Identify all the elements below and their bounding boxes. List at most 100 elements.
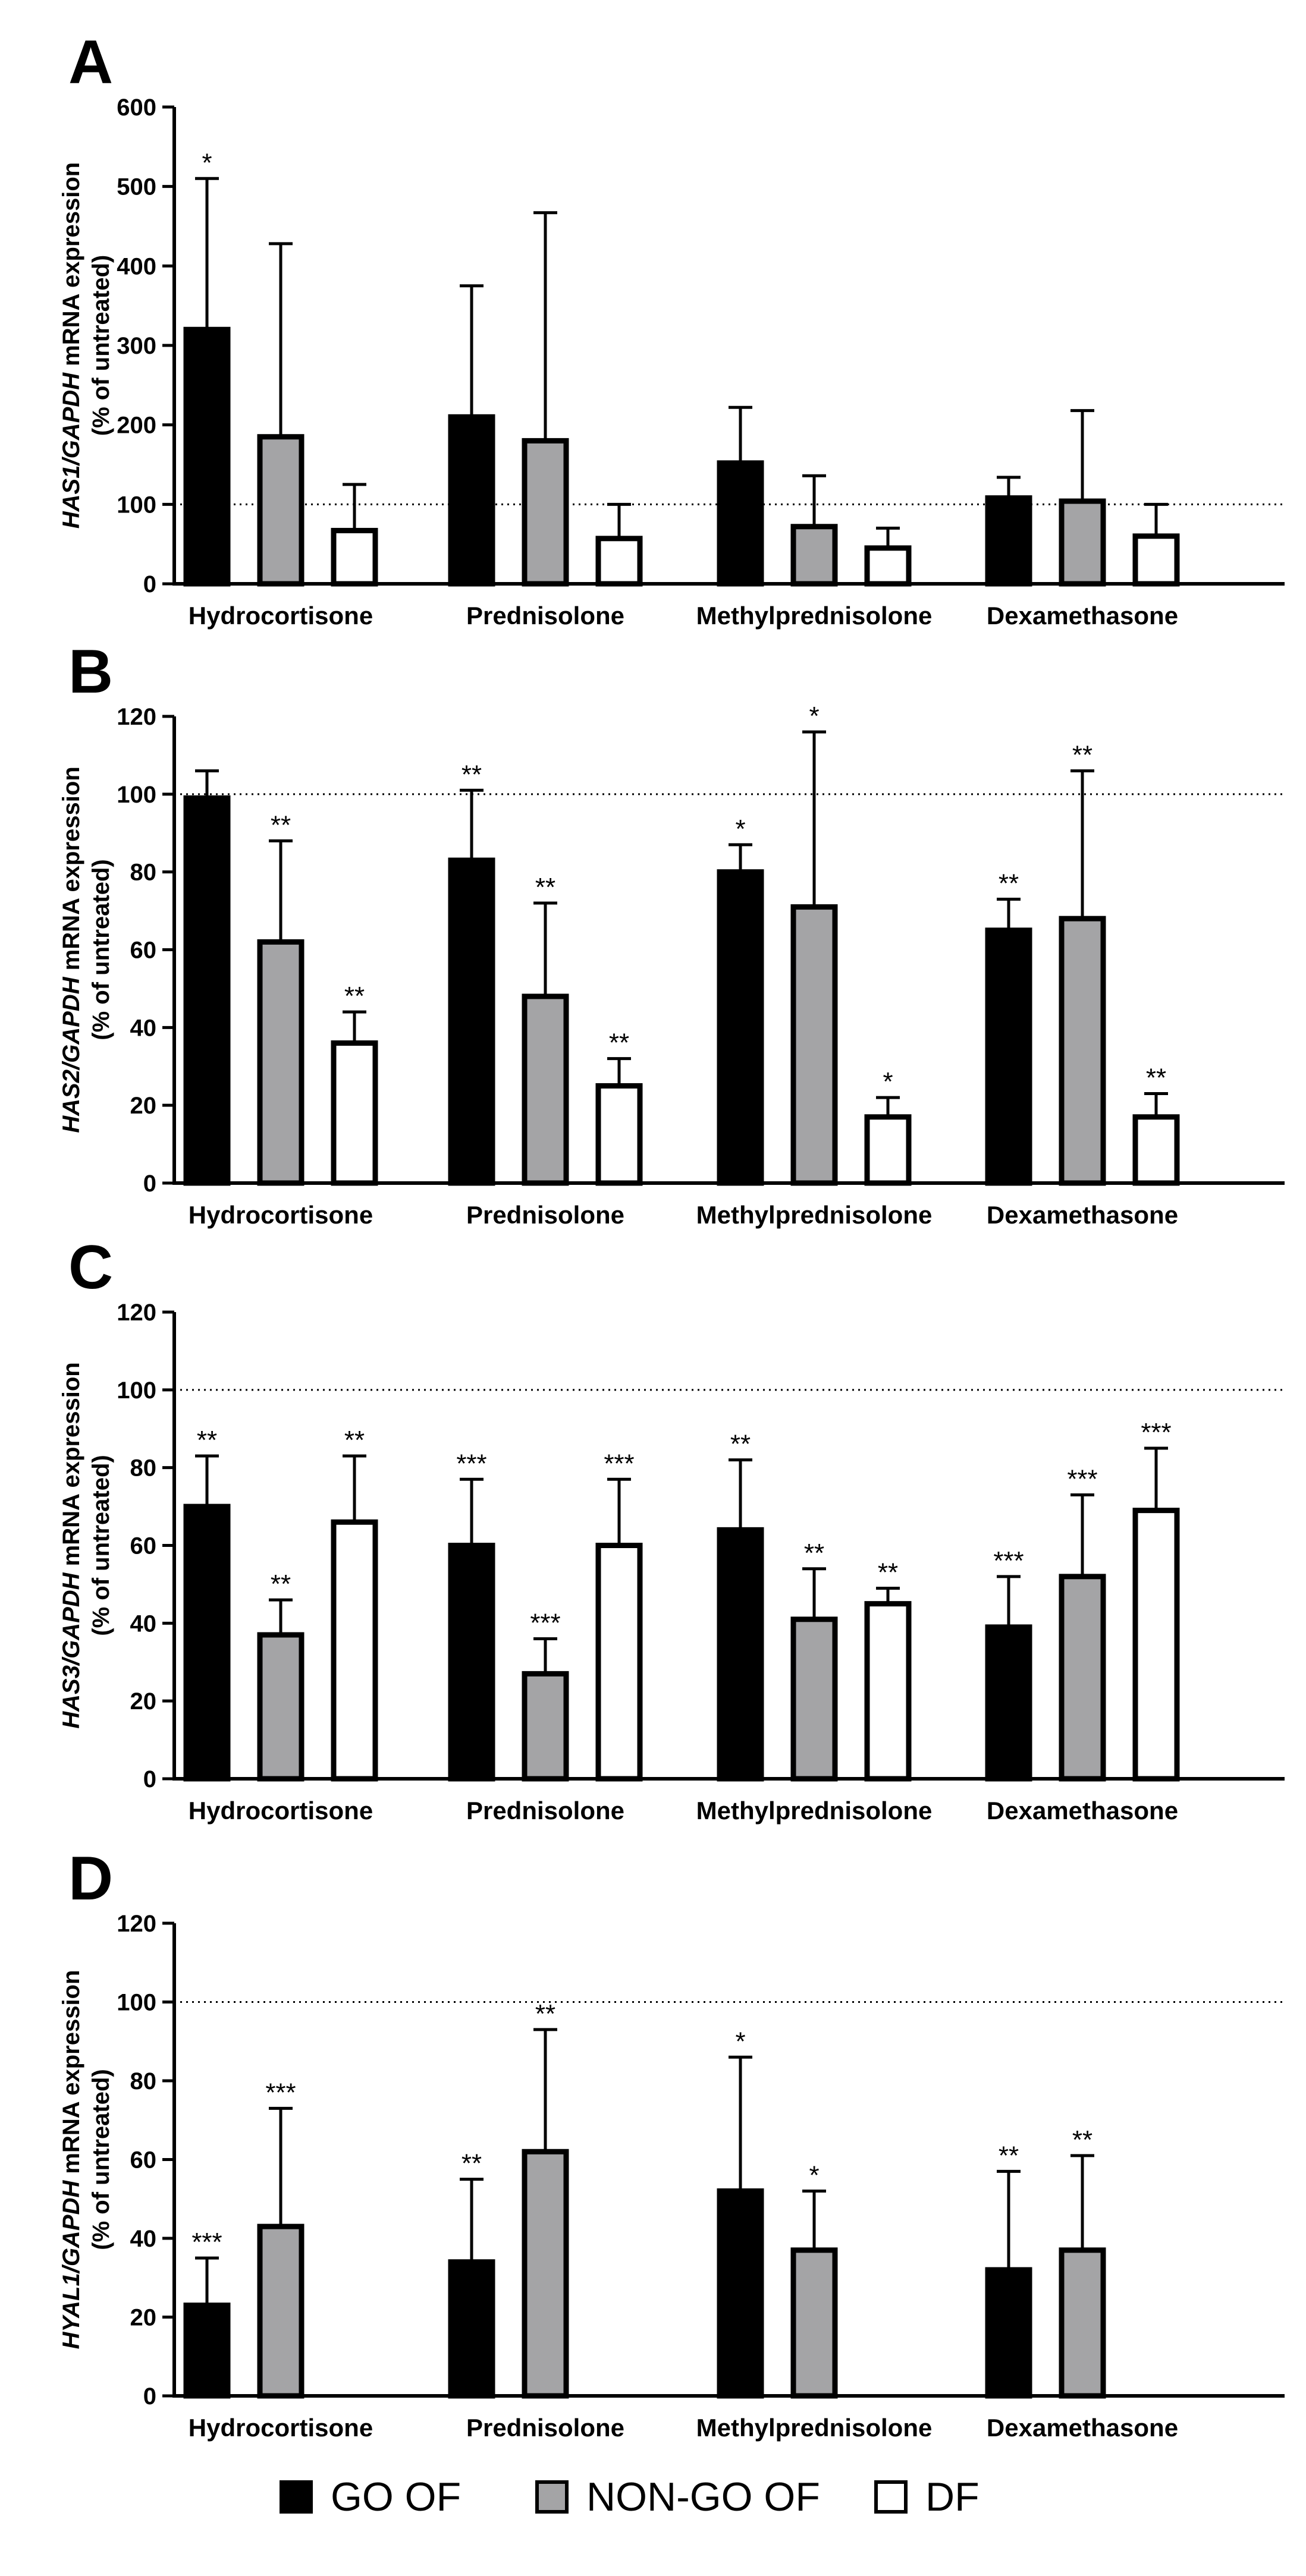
significance-mark: *** bbox=[1141, 1418, 1171, 1447]
y-tick-label: 60 bbox=[130, 2147, 157, 2174]
x-category-label-methylprednisolone: Methylprednisolone bbox=[696, 1797, 933, 1825]
significance-mark: ** bbox=[804, 1539, 824, 1568]
bar-go-of-methylprednisolone bbox=[717, 1527, 764, 1782]
y-tick-label: 60 bbox=[130, 938, 157, 964]
significance-mark: ** bbox=[344, 982, 365, 1011]
y-tick-label: 100 bbox=[117, 782, 156, 808]
x-category-label-hydrocortisone: Hydrocortisone bbox=[189, 1797, 373, 1825]
y-tick-label: 120 bbox=[117, 1300, 156, 1326]
y-tick-label: 20 bbox=[130, 1093, 157, 1119]
panel-label: B bbox=[68, 637, 113, 706]
x-category-label-methylprednisolone: Methylprednisolone bbox=[696, 2414, 933, 2442]
x-category-label-dexamethasone: Dexamethasone bbox=[987, 1201, 1178, 1229]
y-axis-title: HAS1/GAPDH mRNA expression bbox=[58, 162, 84, 529]
significance-mark: ** bbox=[1072, 741, 1092, 770]
bar-go-of-dexamethasone bbox=[985, 1624, 1032, 1782]
y-tick-label: 40 bbox=[130, 2226, 157, 2252]
bar-df-methylprednisolone bbox=[864, 1114, 912, 1186]
y-tick-label: 60 bbox=[130, 1533, 157, 1559]
bar-df-hydrocortisone bbox=[331, 1519, 378, 1782]
bar-df-hydrocortisone bbox=[331, 1040, 378, 1186]
panel-label: C bbox=[68, 1233, 113, 1302]
significance-mark: * bbox=[809, 2161, 819, 2190]
y-axis-title-line2: (% of untreated) bbox=[88, 859, 114, 1040]
panel-label: A bbox=[68, 28, 113, 97]
bar-df-prednisolone bbox=[595, 1083, 643, 1186]
legend-swatch-df bbox=[874, 2480, 908, 2514]
x-category-label-prednisolone: Prednisolone bbox=[466, 602, 624, 630]
y-axis-title-suffix: mRNA expression bbox=[58, 1362, 84, 1572]
legend-label-df: DF bbox=[925, 2474, 980, 2520]
bar-non-go-of-methylprednisolone bbox=[790, 524, 838, 587]
y-tick-label: 600 bbox=[117, 95, 156, 121]
bar-df-methylprednisolone bbox=[864, 545, 912, 587]
significance-mark: ** bbox=[609, 1028, 629, 1058]
y-axis-title: HYAL1/GAPDH mRNA expression bbox=[58, 1970, 84, 2349]
significance-mark: ** bbox=[878, 1558, 898, 1587]
significance-mark: * bbox=[202, 148, 212, 177]
significance-mark: * bbox=[735, 2027, 745, 2056]
legend-label-non-go-of: NON-GO OF bbox=[586, 2474, 820, 2520]
x-category-label-dexamethasone: Dexamethasone bbox=[987, 602, 1178, 630]
significance-mark: ** bbox=[1072, 2125, 1092, 2154]
bar-non-go-of-dexamethasone bbox=[1059, 916, 1106, 1186]
y-axis-title-gene: HAS1/GAPDH bbox=[58, 372, 84, 529]
bar-non-go-of-hydrocortisone bbox=[257, 939, 304, 1186]
y-axis-title-gene: HYAL1/GAPDH bbox=[58, 2180, 84, 2349]
significance-mark: ** bbox=[999, 2141, 1019, 2170]
bar-go-of-prednisolone bbox=[448, 1543, 495, 1782]
bar-non-go-of-hydrocortisone bbox=[257, 2223, 304, 2399]
panel-b: B 0 20 40 60 80 100 120 HAS2/GAPDH mRNA expressi… bbox=[58, 637, 1285, 1229]
y-tick-label: 100 bbox=[117, 1377, 156, 1404]
panel-a: A 0 100 200 300 400 500 600 HAS1/GAPDH mRNA expr… bbox=[58, 28, 1285, 630]
y-tick-label: 500 bbox=[117, 174, 156, 200]
y-tick-label: 0 bbox=[143, 1171, 156, 1197]
y-tick-label: 120 bbox=[117, 704, 156, 730]
y-tick-label: 20 bbox=[130, 2305, 157, 2331]
x-category-label-methylprednisolone: Methylprednisolone bbox=[696, 602, 933, 630]
significance-mark: *** bbox=[530, 1609, 560, 1638]
bar-non-go-of-methylprednisolone bbox=[790, 2247, 838, 2399]
bar-non-go-of-prednisolone bbox=[522, 993, 569, 1186]
significance-mark: ** bbox=[271, 1569, 291, 1599]
bar-go-of-methylprednisolone bbox=[717, 869, 764, 1186]
y-tick-label: 100 bbox=[117, 492, 156, 518]
y-axis-title-suffix: mRNA expression bbox=[58, 766, 84, 977]
y-tick-label: 40 bbox=[130, 1015, 157, 1041]
significance-mark: ** bbox=[197, 1426, 217, 1455]
bar-go-of-dexamethasone bbox=[985, 495, 1032, 587]
bar-non-go-of-hydrocortisone bbox=[257, 1632, 304, 1782]
y-axis-title: HAS2/GAPDH mRNA expression bbox=[58, 766, 84, 1133]
bar-non-go-of-dexamethasone bbox=[1059, 2247, 1106, 2399]
panel-c: C 0 20 40 60 80 100 120 HAS3/GAPDH mRNA expressi… bbox=[58, 1233, 1285, 1825]
significance-mark: * bbox=[735, 814, 745, 844]
legend-item-go-of: GO OF bbox=[280, 2455, 461, 2539]
significance-mark: *** bbox=[265, 2078, 296, 2107]
y-tick-label: 0 bbox=[143, 1766, 156, 1792]
y-axis-title-suffix: mRNA expression bbox=[58, 162, 84, 373]
y-tick-label: 80 bbox=[130, 1455, 157, 1482]
x-category-label-hydrocortisone: Hydrocortisone bbox=[189, 602, 373, 630]
significance-mark: *** bbox=[604, 1449, 634, 1478]
bar-go-of-dexamethasone bbox=[985, 2267, 1032, 2399]
bar-go-of-prednisolone bbox=[448, 2259, 495, 2399]
bar-non-go-of-dexamethasone bbox=[1059, 498, 1106, 587]
legend-swatch-non-go-of bbox=[535, 2480, 569, 2514]
legend-item-non-go-of: NON-GO OF bbox=[535, 2455, 820, 2539]
bar-df-dexamethasone bbox=[1132, 1508, 1180, 1782]
bar-df-dexamethasone bbox=[1132, 533, 1180, 587]
significance-mark: *** bbox=[456, 1449, 486, 1478]
significance-mark: ** bbox=[271, 810, 291, 839]
significance-mark: * bbox=[883, 1067, 893, 1096]
y-axis-title-line2: (% of untreated) bbox=[88, 2069, 114, 2250]
x-category-label-prednisolone: Prednisolone bbox=[466, 1201, 624, 1229]
y-tick-label: 20 bbox=[130, 1688, 157, 1715]
bar-non-go-of-methylprednisolone bbox=[790, 904, 838, 1186]
bar-go-of-methylprednisolone bbox=[717, 2188, 764, 2399]
bar-go-of-dexamethasone bbox=[985, 927, 1032, 1186]
y-tick-label: 40 bbox=[130, 1611, 157, 1637]
significance-mark: *** bbox=[993, 1546, 1024, 1575]
significance-mark: * bbox=[809, 702, 819, 731]
y-tick-label: 120 bbox=[117, 1911, 156, 1937]
